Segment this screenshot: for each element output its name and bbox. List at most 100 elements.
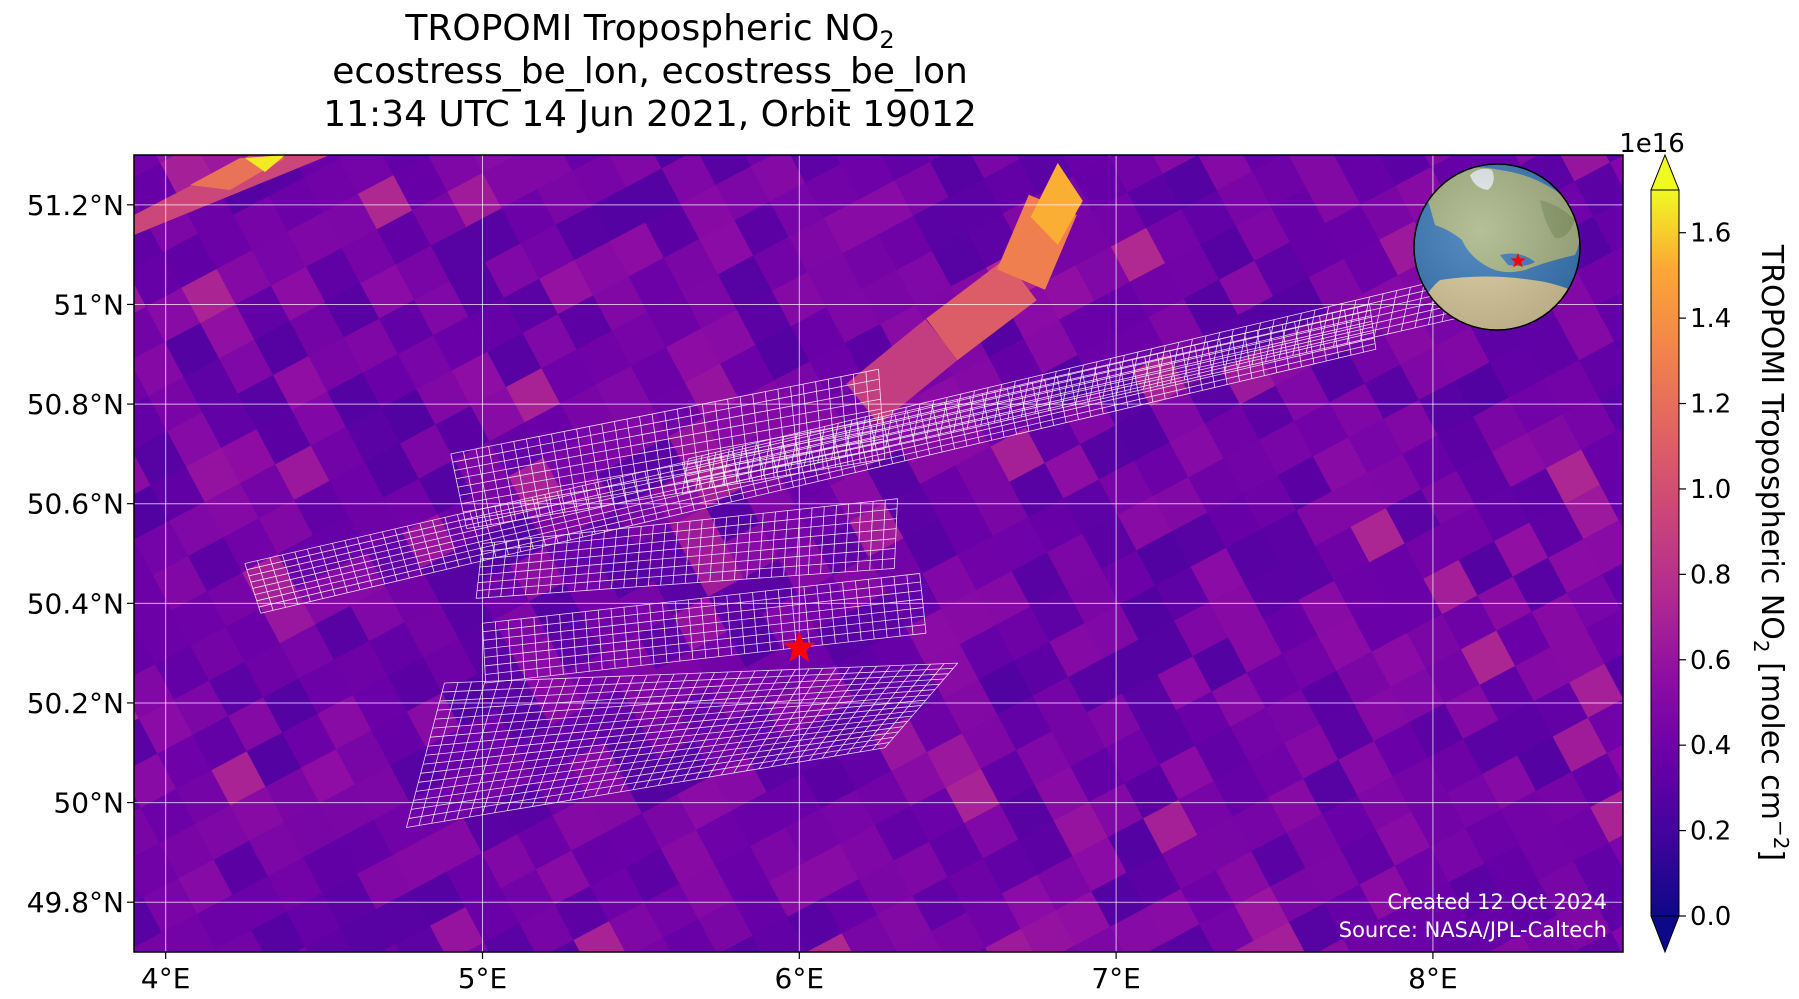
no2-pixel (983, 839, 1039, 895)
no2-pixel (1296, 491, 1352, 547)
no2-pixel (162, 233, 219, 289)
no2-pixel (473, 155, 519, 174)
no2-pixel (1442, 594, 1498, 651)
no2-pixel (294, 480, 350, 536)
no2-pixel (769, 182, 826, 238)
no2-pixel (1315, 526, 1371, 582)
no2-pixel (1101, 549, 1157, 606)
no2-pixel (331, 551, 388, 607)
no2-pixel (1489, 343, 1545, 399)
no2-pixel (1223, 439, 1279, 495)
no2-pixel (499, 100, 554, 156)
no2-pixel (258, 499, 315, 555)
no2-pixel (826, 288, 882, 344)
no2-pixel (1249, 742, 1305, 799)
no2-pixel (1614, 336, 1623, 358)
no2-pixel (277, 534, 333, 590)
no2-pixel (444, 763, 500, 819)
no2-pixel (248, 821, 305, 877)
no2-pixel (1593, 200, 1623, 253)
no2-pixel (192, 715, 248, 772)
no2-pixel (1254, 241, 1310, 298)
no2-pixel (383, 478, 439, 534)
no2-pixel (449, 261, 506, 318)
no2-pixel (957, 535, 1013, 591)
no2-pixel (392, 835, 448, 892)
no2-pixel (300, 748, 357, 805)
no2-pixel (319, 784, 375, 840)
no2-pixel (305, 927, 355, 952)
no2-pixel (992, 516, 1049, 573)
no2-pixel (641, 793, 698, 850)
colorbar-tick-label: 1.2 (1690, 390, 1731, 420)
no2-pixel (1252, 155, 1308, 208)
no2-pixel (430, 226, 487, 282)
no2-pixel (161, 913, 218, 952)
no2-pixel (235, 285, 291, 341)
no2-pixel (134, 932, 174, 952)
no2-pixel (379, 299, 435, 355)
no2-pixel (286, 892, 342, 948)
no2-pixel (545, 527, 602, 584)
no2-pixel (1176, 691, 1232, 747)
no2-pixel (714, 845, 771, 902)
no2-pixel (134, 574, 173, 630)
no2-pixel (903, 518, 959, 575)
no2-pixel (1560, 155, 1612, 183)
no2-pixel (465, 941, 491, 952)
colorbar-tick-label: 1.6 (1690, 219, 1731, 249)
no2-pixel (804, 843, 860, 899)
lat-tick-label: 50.6°N (27, 488, 124, 521)
no2-pixel (484, 923, 536, 952)
swath-scene-3 (475, 498, 898, 599)
no2-pixel (380, 944, 400, 952)
no2-pixel (1465, 809, 1521, 865)
no2-pixel (997, 695, 1053, 751)
no2-pixel (134, 155, 330, 235)
no2-pixel (1590, 789, 1623, 844)
no2-pixel (1075, 246, 1131, 302)
no2-pixel (338, 819, 394, 875)
no2-pixel (134, 539, 155, 586)
no2-pixel (581, 509, 637, 565)
no2-pixel (551, 939, 581, 952)
no2-pixel (1107, 818, 1164, 874)
no2-pixel (1155, 566, 1211, 622)
no2-pixel (173, 680, 230, 736)
no2-pixel (1325, 204, 1381, 260)
no2-pixel (1336, 651, 1392, 707)
no2-pixel (1197, 815, 1253, 872)
no2-pixel (1498, 700, 1554, 757)
no2-pixel (896, 250, 953, 307)
no2-pixel (1496, 611, 1552, 667)
no2-pixel (1242, 474, 1298, 530)
no2-pixel (592, 956, 647, 999)
map-plot-area: Created 12 Oct 2024 Source: NASA/JPL-Cal… (133, 100, 1624, 999)
no2-pixel (1284, 724, 1340, 780)
no2-pixel (364, 442, 421, 499)
no2-pixel (1070, 747, 1126, 803)
no2-pixel (1046, 533, 1103, 589)
colorbar-label: TROPOMI Tropospheric NO2 [molec cm−2] (1749, 244, 1793, 861)
no2-pixel (1136, 530, 1192, 587)
no2-pixel (1552, 717, 1608, 773)
no2-pixel (560, 384, 616, 440)
no2-pixel (913, 196, 969, 252)
no2-pixel (872, 716, 928, 772)
no2-pixel (343, 318, 400, 374)
no2-pixel (574, 240, 630, 297)
no2-pixel (167, 412, 223, 468)
no2-pixel (1564, 484, 1621, 540)
map-title-line-1: TROPOMI Tropospheric NO2 (0, 8, 1300, 61)
no2-pixel (762, 594, 818, 650)
no2-pixel (197, 214, 254, 270)
no2-pixel (327, 372, 383, 428)
no2-pixel (390, 746, 446, 802)
no2-pixel (630, 346, 687, 403)
no2-pixel (1400, 345, 1456, 401)
no2-pixel (680, 184, 736, 240)
no2-pixel (894, 161, 950, 217)
no2-pixel (160, 155, 216, 200)
no2-pixel (252, 231, 308, 287)
no2-pixel (841, 914, 898, 952)
